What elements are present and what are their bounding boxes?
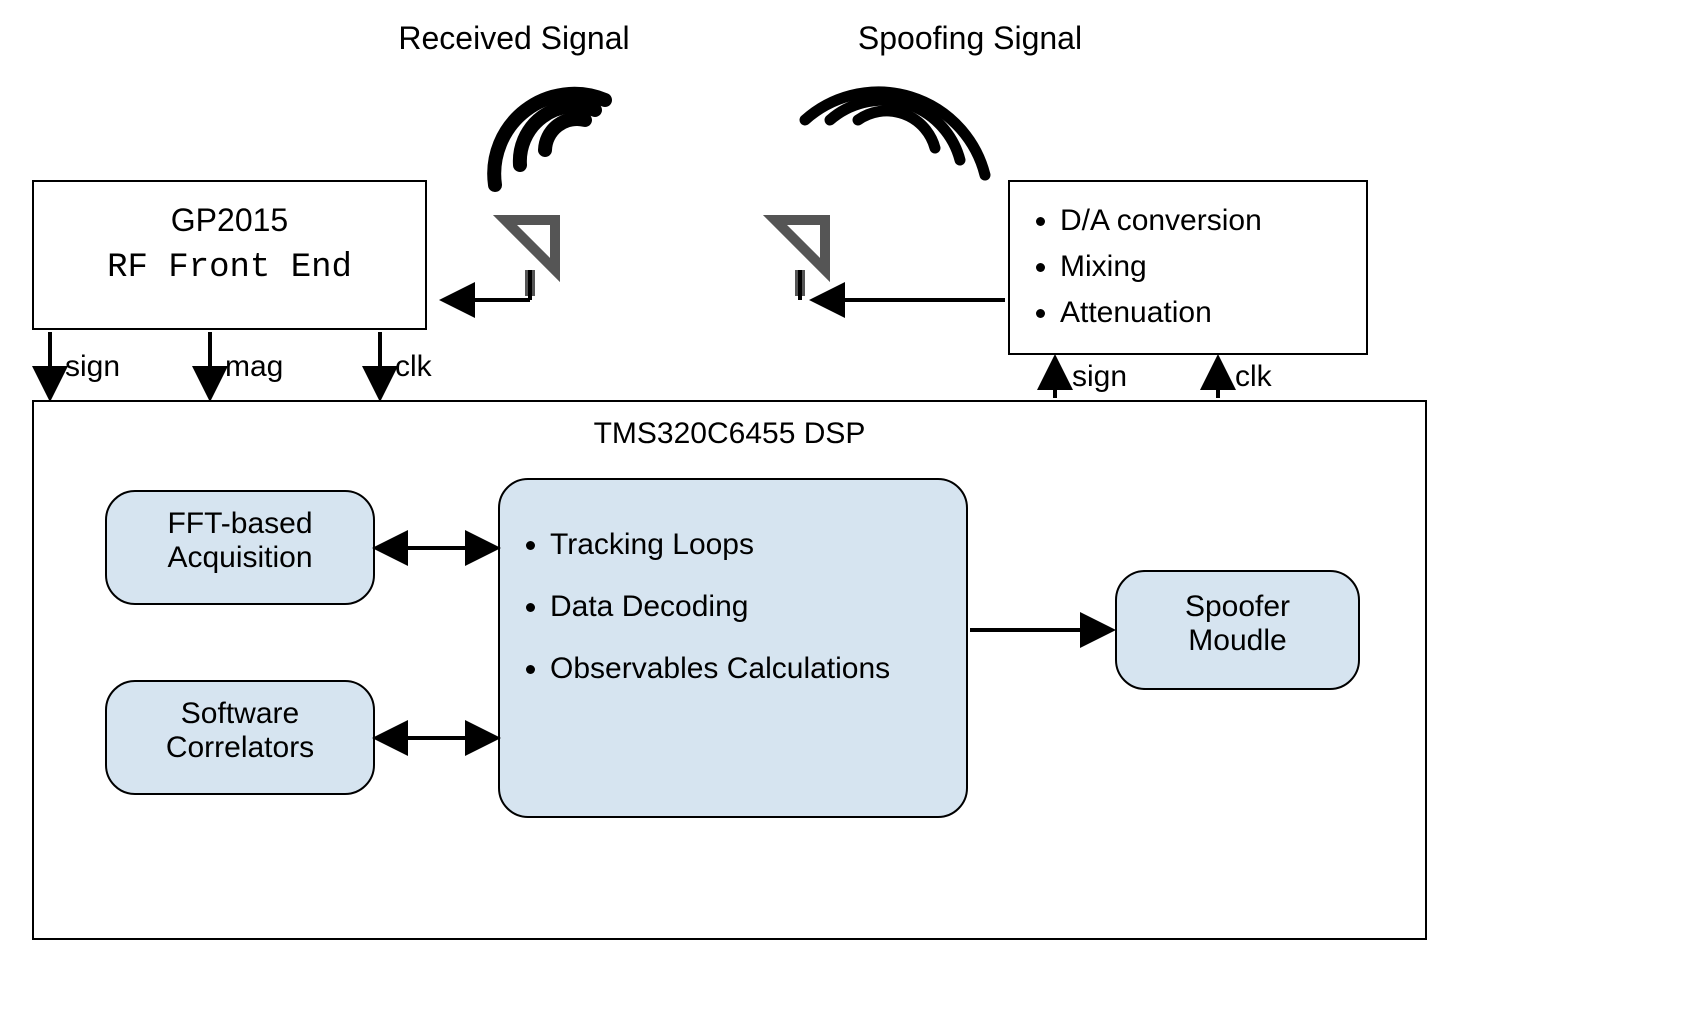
- spoofer-line1: Spoofer: [1117, 590, 1358, 624]
- rf-title: GP2015: [34, 202, 425, 239]
- label-clk-left: clk: [395, 350, 432, 384]
- label-clk-right: clk: [1235, 360, 1272, 394]
- rx-antenna-icon: [505, 220, 555, 296]
- tx-item: D/A conversion: [1060, 204, 1366, 238]
- center-node: Tracking Loops Data Decoding Observables…: [498, 478, 968, 818]
- rf-subtitle: RF Front End: [34, 249, 425, 287]
- spoofer-node: Spoofer Moudle: [1115, 570, 1360, 690]
- tx-antenna-icon: [775, 220, 825, 296]
- correlators-node: Software Correlators: [105, 680, 375, 795]
- center-item: Data Decoding: [550, 590, 966, 624]
- center-item: Tracking Loops: [550, 528, 966, 562]
- tx-list: D/A conversion Mixing Attenuation: [1010, 204, 1366, 330]
- tx-item: Attenuation: [1060, 296, 1366, 330]
- spoofing-waves-icon: [805, 92, 985, 175]
- rf-front-end-box: GP2015 RF Front End: [32, 180, 427, 330]
- received-waves-icon: [494, 94, 605, 185]
- text: Received Signal: [384, 20, 644, 57]
- tx-box: D/A conversion Mixing Attenuation: [1008, 180, 1368, 355]
- center-list: Tracking Loops Data Decoding Observables…: [500, 528, 966, 686]
- label-sign-right: sign: [1072, 360, 1127, 394]
- dsp-title: TMS320C6455 DSP: [34, 417, 1425, 451]
- spoofing-signal-label: Spoofing Signal: [840, 20, 1100, 57]
- tx-item: Mixing: [1060, 250, 1366, 284]
- text: Spoofing Signal: [840, 20, 1100, 57]
- spoofer-line2: Moudle: [1117, 624, 1358, 658]
- label-mag: mag: [225, 350, 283, 384]
- fft-node: FFT-based Acquisition: [105, 490, 375, 605]
- fft-line1: FFT-based: [107, 507, 373, 541]
- center-item: Observables Calculations: [550, 652, 966, 686]
- label-sign-left: sign: [65, 350, 120, 384]
- fft-line2: Acquisition: [107, 541, 373, 575]
- received-signal-label: Received Signal: [384, 20, 644, 57]
- corr-line1: Software: [107, 697, 373, 731]
- corr-line2: Correlators: [107, 731, 373, 765]
